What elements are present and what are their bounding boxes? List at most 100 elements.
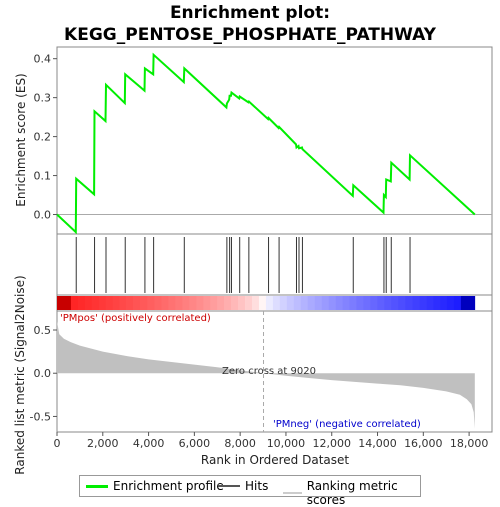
heat-segment-24 xyxy=(224,296,232,310)
es-y-axis-label: Enrichment score (ES) xyxy=(14,73,28,206)
heat-segment-22 xyxy=(210,296,218,310)
es-ytick-label-1: 0.1 xyxy=(34,170,52,183)
heat-segment-56 xyxy=(446,296,455,310)
heat-segment-7 xyxy=(105,296,114,310)
heat-segment-36 xyxy=(307,296,315,310)
heat-segment-57 xyxy=(453,296,462,310)
x-tick-label-6: 12,000 xyxy=(312,437,351,450)
heat-segment-18 xyxy=(182,296,190,310)
heat-segment-39 xyxy=(328,296,336,310)
x-axis-label: Rank in Ordered Dataset xyxy=(201,453,349,467)
metric-area xyxy=(57,321,475,429)
heat-segment-28 xyxy=(251,296,260,310)
es-series-line-0 xyxy=(56,52,476,235)
x-tick-label-8: 16,000 xyxy=(404,437,443,450)
heat-segment-40 xyxy=(335,296,343,310)
heat-segment-50 xyxy=(405,296,413,310)
heat-segment-1 xyxy=(63,296,72,310)
legend-item-metric: Ranking metric scores xyxy=(283,479,420,507)
heat-segment-42 xyxy=(349,296,357,310)
heat-segment-43 xyxy=(356,296,364,310)
heat-segment-17 xyxy=(175,296,183,310)
heat-segment-2 xyxy=(70,296,79,310)
heat-segment-58 xyxy=(460,296,469,310)
metric-ytick-label-1: 0.0 xyxy=(34,367,52,380)
heat-segment-4 xyxy=(84,296,93,310)
neg-label: 'PMneg' (negative correlated) xyxy=(273,419,421,430)
x-tick-label-5: 10,000 xyxy=(267,437,306,450)
heat-segment-37 xyxy=(314,296,322,310)
x-tick-label-2: 4,000 xyxy=(133,437,165,450)
x-tick-label-9: 18,000 xyxy=(450,437,489,450)
legend-swatch-hits xyxy=(218,485,240,487)
legend-label-enrichment: Enrichment profile xyxy=(113,479,224,493)
heat-segment-5 xyxy=(91,296,100,310)
heat-segment-27 xyxy=(245,296,253,310)
heat-segment-8 xyxy=(112,296,120,310)
hits-panel xyxy=(56,233,493,296)
heat-segment-52 xyxy=(419,296,427,310)
es-ytick-label-2: 0.2 xyxy=(34,131,52,144)
chart-title-line1: Enrichment plot: xyxy=(169,3,331,23)
heat-segment-23 xyxy=(217,296,225,310)
heat-segment-3 xyxy=(77,296,86,310)
heat-segment-9 xyxy=(119,296,127,310)
heat-segment-26 xyxy=(238,296,246,310)
es-panel xyxy=(56,46,493,235)
metric-ytick-label-0: 0.5 xyxy=(34,324,52,337)
heat-segment-16 xyxy=(168,296,176,310)
heat-segment-53 xyxy=(426,296,434,310)
x-tick-label-4: 8,000 xyxy=(224,437,256,450)
x-tick-label-0: 0 xyxy=(54,437,61,450)
heat-segment-44 xyxy=(363,296,371,310)
legend-item-hits: Hits xyxy=(218,479,268,493)
legend-swatch-enrichment xyxy=(86,484,108,488)
x-tick-label-3: 6,000 xyxy=(179,437,211,450)
heat-segment-49 xyxy=(398,296,406,310)
x-tick-label-7: 14,000 xyxy=(358,437,397,450)
legend-swatch-metric xyxy=(283,492,302,494)
heat-segment-21 xyxy=(203,296,211,310)
heat-segment-13 xyxy=(147,296,155,310)
heat-segment-38 xyxy=(321,296,329,310)
legend-item-enrichment: Enrichment profile xyxy=(86,479,224,493)
heat-segment-11 xyxy=(133,296,141,310)
heat-segment-10 xyxy=(126,296,134,310)
heat-segment-55 xyxy=(440,296,448,310)
heat-segment-12 xyxy=(140,296,148,310)
heat-segment-0 xyxy=(57,296,65,310)
heat-segment-41 xyxy=(342,296,350,310)
heat-segment-14 xyxy=(154,296,162,310)
heat-segment-32 xyxy=(279,296,288,310)
legend-label-metric: Ranking metric scores xyxy=(306,479,398,507)
heat-segment-29 xyxy=(258,296,267,310)
heat-segment-35 xyxy=(300,296,308,310)
legend-label-hits: Hits xyxy=(245,479,269,493)
heat-segment-51 xyxy=(412,296,420,310)
heat-segment-31 xyxy=(272,296,281,310)
heat-segment-25 xyxy=(231,296,239,310)
heat-segment-15 xyxy=(161,296,169,310)
heat-segment-45 xyxy=(370,296,378,310)
metric-y-axis-label: Ranked list metric (Signal2Noise) xyxy=(13,275,27,474)
pos-label: 'PMpos' (positively correlated) xyxy=(60,313,211,324)
metric-ytick-label-2: -0.5 xyxy=(30,410,51,423)
x-tick-label-1: 2,000 xyxy=(87,437,119,450)
heat-segment-46 xyxy=(377,296,385,310)
zero-cross-label: Zero cross at 9020 xyxy=(222,366,316,377)
es-ytick-label-4: 0.4 xyxy=(34,53,52,66)
heat-segment-19 xyxy=(189,296,197,310)
chart-title-line2: KEGG_PENTOSE_PHOSPHATE_PATHWAY xyxy=(64,25,436,45)
heat-segment-20 xyxy=(196,296,204,310)
heat-segment-6 xyxy=(98,296,107,310)
heat-segment-30 xyxy=(265,296,274,310)
heat-segment-48 xyxy=(391,296,399,310)
heat-segment-47 xyxy=(384,296,392,310)
heat-segment-33 xyxy=(286,296,295,310)
legend: Enrichment profile Hits Ranking metric s… xyxy=(79,475,421,507)
heat-segment-34 xyxy=(293,296,302,310)
heat-segment-54 xyxy=(433,296,441,310)
heat-segment-59 xyxy=(467,296,476,310)
es-ytick-label-0: 0.0 xyxy=(34,209,52,222)
